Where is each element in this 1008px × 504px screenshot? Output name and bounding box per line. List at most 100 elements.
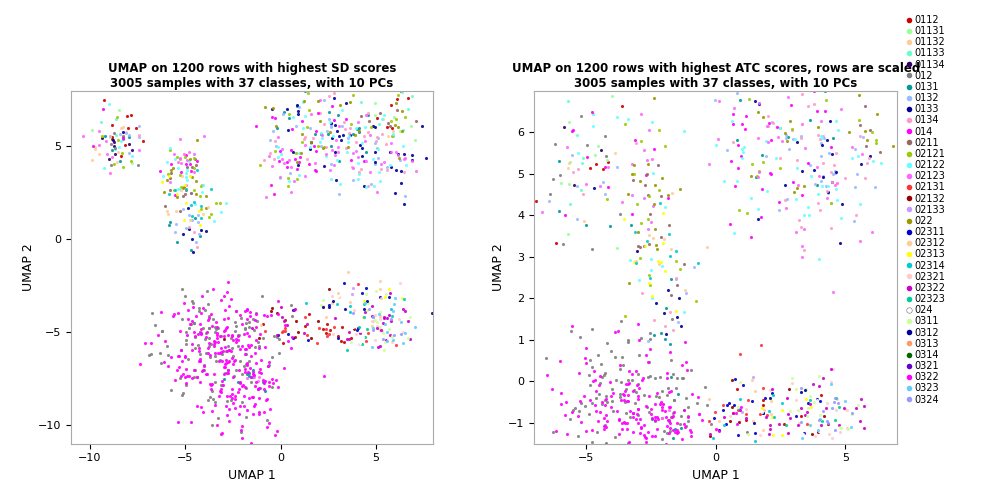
Point <box>665 396 681 404</box>
Point <box>356 297 372 305</box>
Point <box>776 420 792 428</box>
Point <box>334 337 350 345</box>
Point <box>642 210 658 218</box>
Point <box>578 359 594 367</box>
Point <box>747 97 763 105</box>
Point <box>817 107 834 115</box>
Point <box>325 102 341 110</box>
Point <box>710 136 726 144</box>
Point <box>263 105 279 113</box>
Point <box>590 351 606 359</box>
Point <box>260 362 276 370</box>
Point <box>215 382 231 390</box>
Point <box>659 369 675 377</box>
Point <box>167 375 183 384</box>
Point <box>598 410 614 418</box>
Point <box>179 166 196 174</box>
Point <box>588 394 604 402</box>
Point <box>251 342 267 350</box>
Point <box>254 320 270 328</box>
Point <box>772 123 788 132</box>
Point <box>628 415 644 423</box>
Point <box>202 380 218 388</box>
Point <box>637 242 653 250</box>
Point <box>738 410 754 418</box>
Point <box>777 181 793 190</box>
Point <box>630 405 646 413</box>
Point <box>232 345 248 353</box>
Point <box>640 230 656 238</box>
Point <box>343 338 359 346</box>
Point <box>251 384 267 392</box>
Point <box>364 302 380 310</box>
Point <box>729 385 745 393</box>
Point <box>738 112 754 120</box>
Point <box>644 414 660 422</box>
Point <box>180 225 197 233</box>
Point <box>358 148 374 156</box>
Point <box>316 96 332 104</box>
Point <box>187 238 204 246</box>
Point <box>109 131 125 139</box>
Point <box>396 168 412 176</box>
Point <box>552 400 569 408</box>
Point <box>774 399 790 407</box>
Point <box>623 221 639 229</box>
Point <box>632 137 648 145</box>
Point <box>353 112 369 120</box>
Point <box>340 138 356 146</box>
Point <box>193 355 209 363</box>
Point <box>672 322 688 330</box>
Point <box>367 311 383 319</box>
Point <box>115 135 131 143</box>
Point <box>642 345 658 353</box>
Point <box>667 384 683 392</box>
Point <box>725 117 741 125</box>
Point <box>277 321 293 329</box>
Point <box>276 159 292 167</box>
Point <box>642 372 658 381</box>
Point <box>350 324 366 332</box>
Point <box>325 303 341 311</box>
Point <box>167 228 183 236</box>
Point <box>345 176 361 184</box>
Point <box>236 330 252 338</box>
Point <box>350 118 366 126</box>
Point <box>758 413 774 421</box>
Point <box>364 312 380 320</box>
Point <box>786 86 802 94</box>
Point <box>570 215 586 223</box>
Point <box>826 161 842 169</box>
Point <box>667 274 683 282</box>
Point <box>237 325 253 333</box>
Point <box>836 451 852 459</box>
Point <box>678 445 695 453</box>
Point <box>199 329 215 337</box>
Point <box>243 373 259 381</box>
Point <box>270 383 286 391</box>
Point <box>754 404 770 412</box>
Point <box>669 426 685 434</box>
Point <box>662 403 678 411</box>
Point <box>202 353 218 361</box>
Point <box>717 421 733 429</box>
Point <box>794 429 810 437</box>
Point <box>604 397 620 405</box>
Point <box>792 222 808 230</box>
Point <box>203 340 219 348</box>
Point <box>316 303 332 311</box>
Point <box>211 413 227 421</box>
Point <box>330 289 346 297</box>
Point <box>334 323 350 331</box>
Point <box>668 429 684 437</box>
Point <box>802 400 818 408</box>
Point <box>830 399 846 407</box>
Point <box>159 158 175 166</box>
Point <box>809 425 826 433</box>
Point <box>755 113 771 121</box>
Point <box>771 206 787 214</box>
Point <box>249 317 265 325</box>
Point <box>582 356 598 364</box>
Point <box>800 425 816 433</box>
Point <box>179 204 196 212</box>
